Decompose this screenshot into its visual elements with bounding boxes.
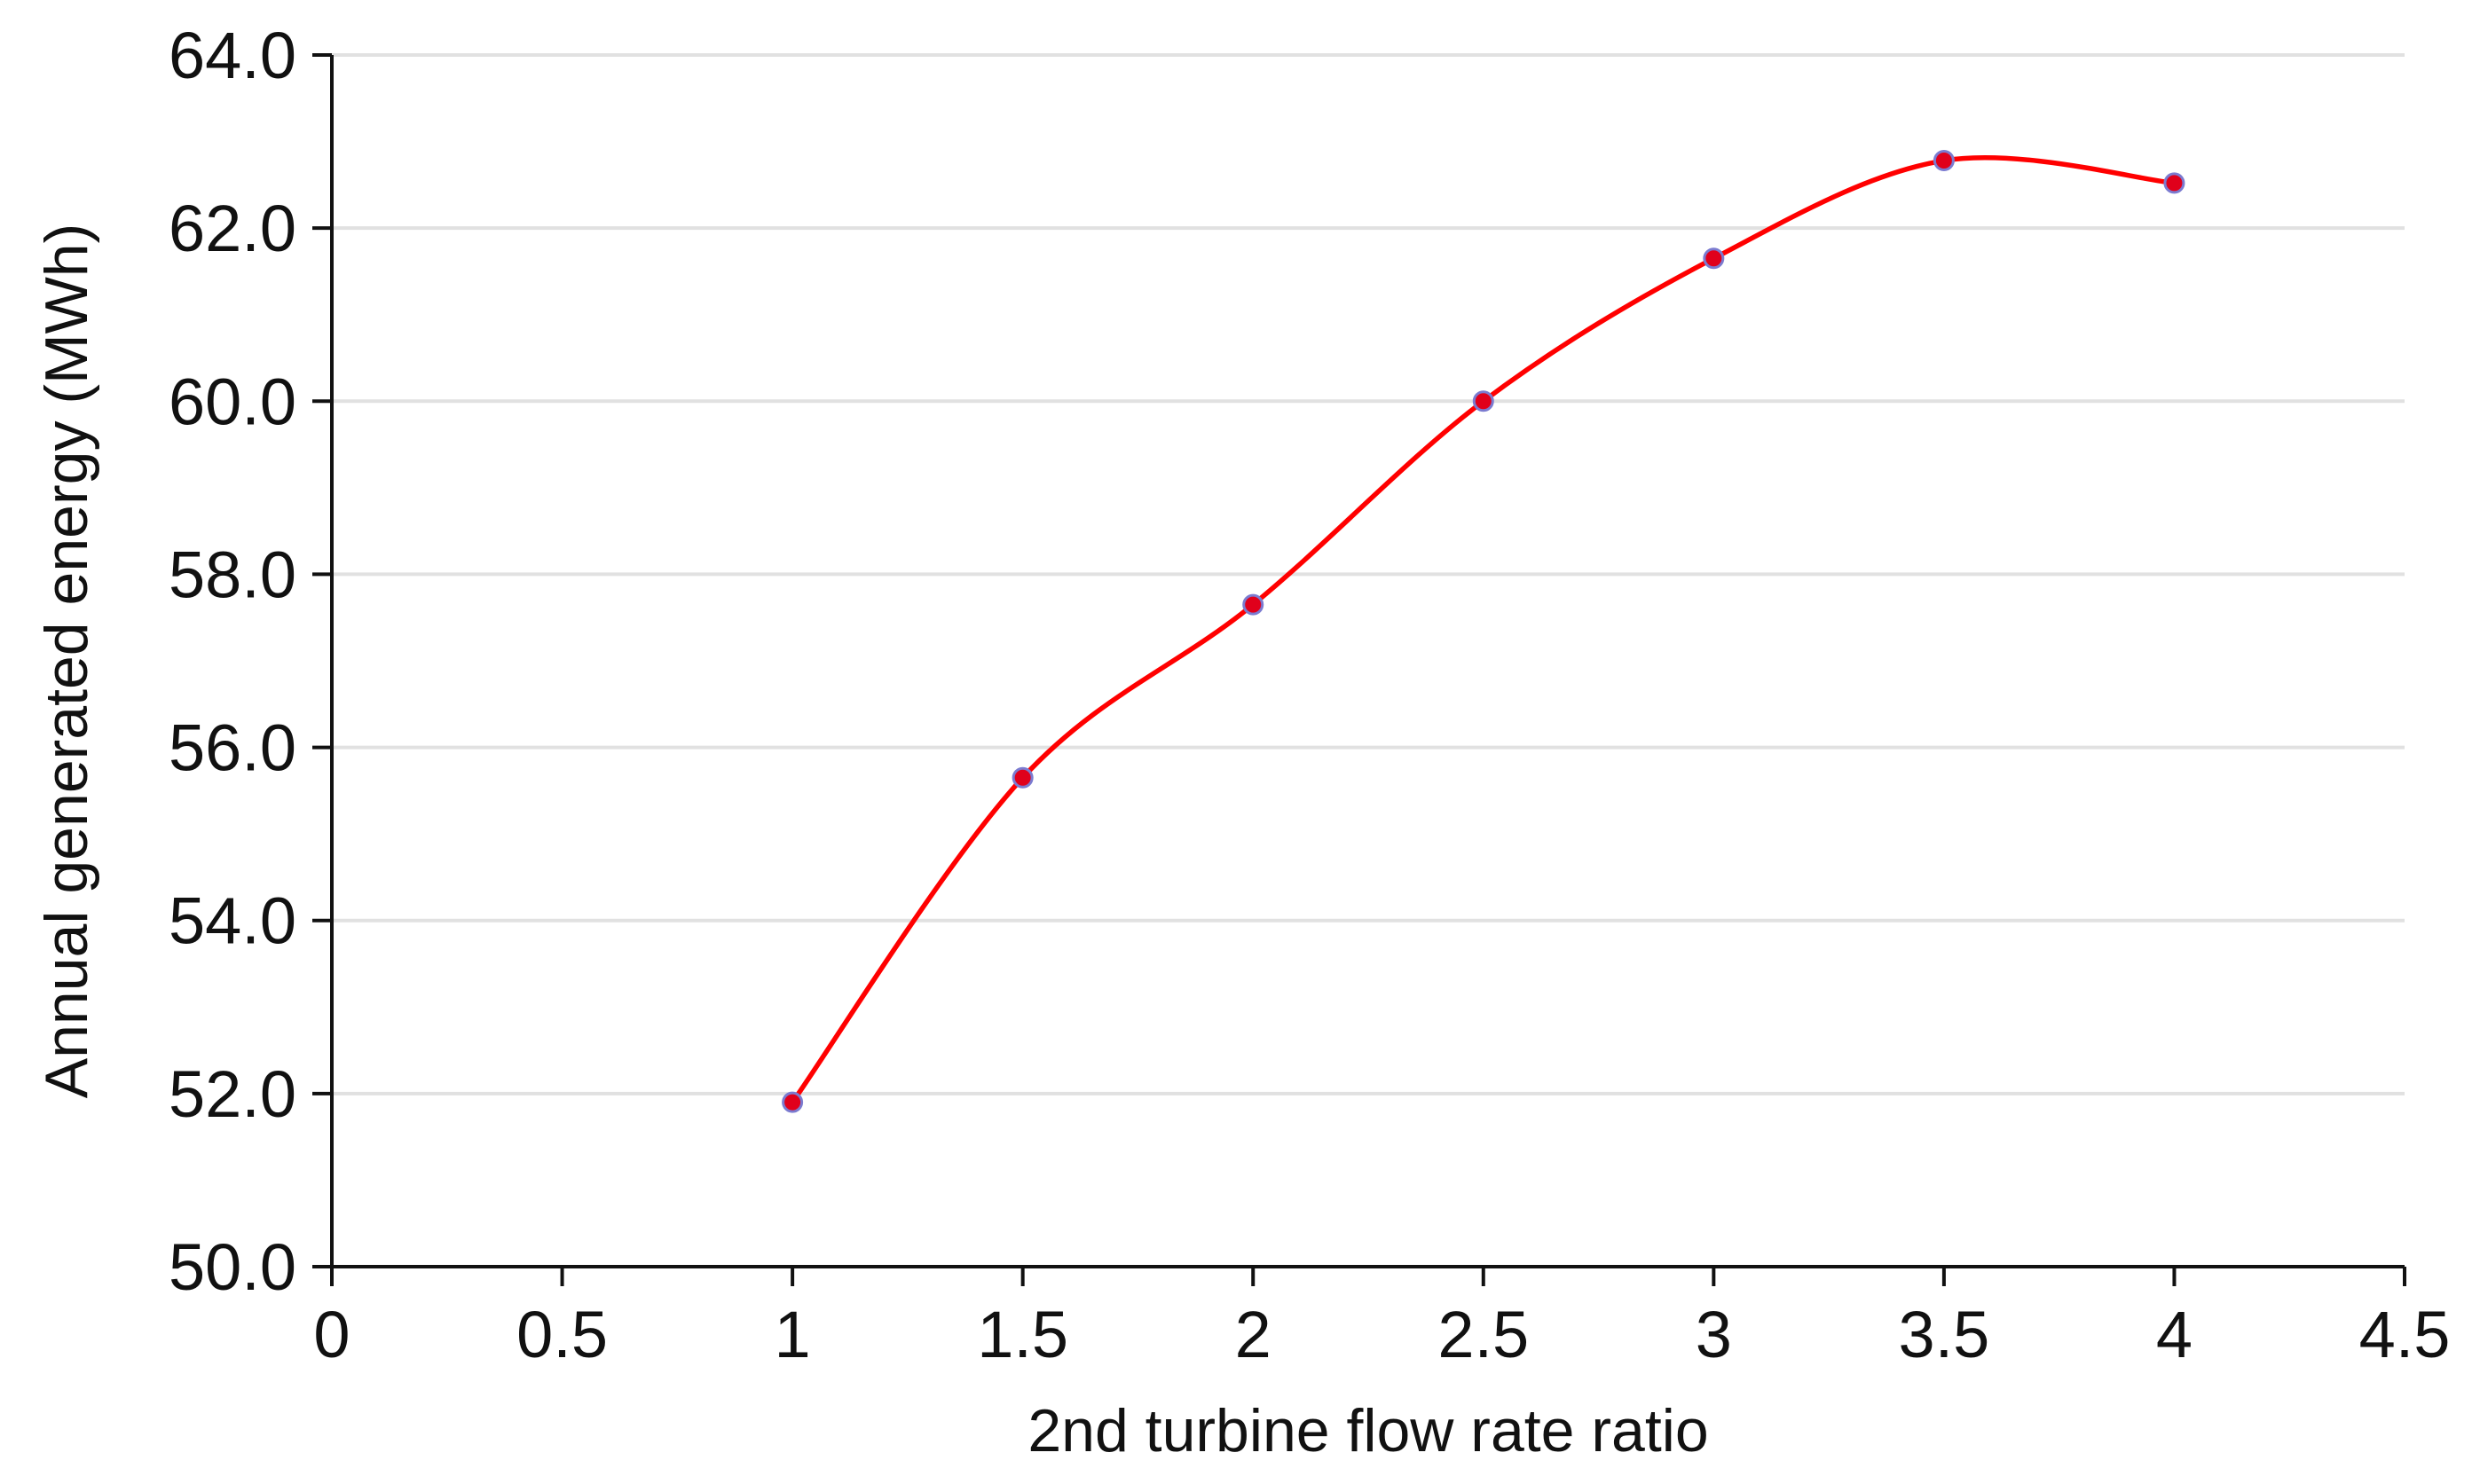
data-point bbox=[1703, 247, 1725, 270]
data-point bbox=[1012, 766, 1034, 789]
x-tick-label: 4 bbox=[2156, 1298, 2193, 1371]
y-tick-label: 58.0 bbox=[169, 538, 296, 611]
x-tick-label: 0.5 bbox=[516, 1298, 608, 1371]
x-axis-title: 2nd turbine flow rate ratio bbox=[1027, 1397, 1708, 1464]
y-tick-label: 62.0 bbox=[169, 192, 296, 265]
series-line bbox=[790, 154, 2175, 1104]
x-tick-label: 0 bbox=[313, 1298, 350, 1371]
y-tick-label: 52.0 bbox=[169, 1057, 296, 1131]
y-tick-label: 50.0 bbox=[169, 1230, 296, 1304]
x-tick-label: 2.5 bbox=[1437, 1298, 1529, 1371]
data-point bbox=[1472, 390, 1494, 412]
x-tick-label: 2 bbox=[1235, 1298, 1271, 1371]
series-layer bbox=[782, 150, 2185, 1113]
data-point bbox=[1242, 593, 1264, 616]
x-tick-label: 3 bbox=[1696, 1298, 1732, 1371]
y-tick-label: 64.0 bbox=[169, 19, 296, 92]
data-point bbox=[2163, 172, 2185, 194]
gridlines bbox=[332, 53, 2405, 1095]
x-tick-label: 3.5 bbox=[1898, 1298, 1989, 1371]
x-axis-ticks: 0 0.5 1 1.5 2 2.5 3 3.5 4 4.5 bbox=[313, 1267, 2450, 1371]
y-tick-label: 56.0 bbox=[169, 711, 296, 785]
y-axis-title: Annual generated energy (MWh) bbox=[33, 224, 100, 1099]
axes bbox=[330, 55, 2405, 1268]
x-tick-label: 1 bbox=[775, 1298, 811, 1371]
y-tick-label: 60.0 bbox=[169, 365, 296, 438]
y-axis-ticks: 50.0 52.0 54.0 56.0 58.0 60.0 62.0 64.0 bbox=[169, 19, 332, 1304]
y-tick-label: 54.0 bbox=[169, 884, 296, 958]
data-point bbox=[1933, 150, 1955, 172]
data-point bbox=[782, 1091, 804, 1113]
x-tick-label: 4.5 bbox=[2359, 1298, 2451, 1371]
x-tick-label: 1.5 bbox=[977, 1298, 1068, 1371]
